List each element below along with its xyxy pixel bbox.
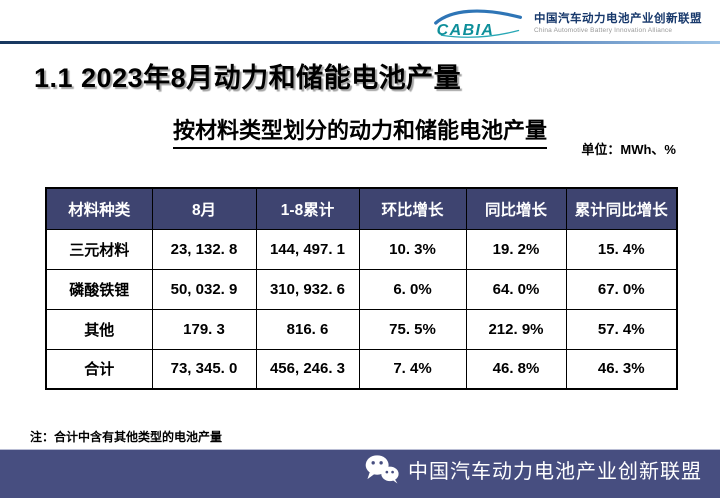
footer-bar: 中国汽车动力电池产业创新联盟 bbox=[0, 449, 720, 498]
table-header-row: 材料种类 8月 1-8累计 环比增长 同比增长 累计同比增长 bbox=[45, 187, 678, 230]
page-title: 1.1 2023年8月动力和储能电池产量 bbox=[34, 63, 462, 93]
column-header-yoy-growth: 同比增长 bbox=[465, 187, 567, 230]
table-cell: 73, 345. 0 bbox=[151, 348, 257, 390]
footer-content: 中国汽车动力电池产业创新联盟 bbox=[364, 454, 702, 484]
table-cell: 合计 bbox=[45, 348, 153, 390]
table-row-other: 其他 179. 3 816. 6 75. 5% 212. 9% 57. 4% bbox=[45, 308, 678, 350]
svg-text:CABIA: CABIA bbox=[437, 22, 495, 39]
table-cell: 212. 9% bbox=[465, 308, 567, 350]
table-row-ternary: 三元材料 23, 132. 8 144, 497. 1 10. 3% 19. 2… bbox=[45, 228, 678, 270]
header-divider-line bbox=[0, 41, 720, 44]
table-cell: 179. 3 bbox=[151, 308, 257, 350]
column-header-cumulative: 1-8累计 bbox=[255, 187, 360, 230]
column-header-cum-yoy-growth: 累计同比增长 bbox=[565, 187, 678, 230]
table-cell: 三元材料 bbox=[45, 228, 153, 270]
table-cell: 46. 8% bbox=[465, 348, 567, 390]
table-cell: 15. 4% bbox=[565, 228, 678, 270]
table-cell: 其他 bbox=[45, 308, 153, 350]
column-header-august: 8月 bbox=[151, 187, 257, 230]
table-row-total: 合计 73, 345. 0 456, 246. 3 7. 4% 46. 8% 4… bbox=[45, 348, 678, 390]
wechat-icon bbox=[365, 455, 399, 484]
table-caption: 按材料类型划分的动力和储能电池产量 bbox=[172, 113, 547, 149]
footer-org-name: 中国汽车动力电池产业创新联盟 bbox=[408, 460, 702, 483]
table-cell: 7. 4% bbox=[358, 348, 467, 390]
table-cell: 57. 4% bbox=[565, 308, 678, 350]
table-cell: 19. 2% bbox=[465, 228, 567, 270]
table-cell: 75. 5% bbox=[358, 308, 467, 350]
table-cell: 10. 3% bbox=[358, 228, 467, 270]
header-org-text: 中国汽车动力电池产业创新联盟 China Automotive Battery … bbox=[534, 12, 702, 33]
table-cell: 816. 6 bbox=[255, 308, 360, 350]
column-header-mom-growth: 环比增长 bbox=[358, 187, 467, 230]
table-cell: 23, 132. 8 bbox=[151, 228, 257, 270]
unit-label: 单位：MWh、% bbox=[581, 142, 676, 157]
cabia-logo-icon: CABIA bbox=[434, 9, 523, 39]
table-cell: 64. 0% bbox=[465, 268, 567, 310]
column-header-material: 材料种类 bbox=[45, 187, 153, 230]
production-table: 材料种类 8月 1-8累计 环比增长 同比增长 累计同比增长 三元材料 23, … bbox=[45, 187, 678, 390]
subtitle-row: 按材料类型划分的动力和储能电池产量 bbox=[0, 113, 720, 149]
header-org-name-en: China Automotive Battery Innovation Alli… bbox=[534, 26, 673, 34]
header-org-name-cn: 中国汽车动力电池产业创新联盟 bbox=[534, 13, 702, 26]
table-cell: 456, 246. 3 bbox=[255, 348, 360, 390]
table-cell: 6. 0% bbox=[358, 268, 467, 310]
header-logo-block: CABIA 中国汽车动力电池产业创新联盟 China Automotive Ba… bbox=[431, 7, 702, 39]
table-row-lfp: 磷酸铁锂 50, 032. 9 310, 932. 6 6. 0% 64. 0%… bbox=[45, 268, 678, 310]
table-cell: 310, 932. 6 bbox=[255, 268, 360, 310]
table-cell: 磷酸铁锂 bbox=[45, 268, 153, 310]
table-cell: 67. 0% bbox=[565, 268, 678, 310]
table-cell: 46. 3% bbox=[565, 348, 678, 390]
table-cell: 144, 497. 1 bbox=[255, 228, 360, 270]
footnote: 注：合计中含有其他类型的电池产量 bbox=[30, 430, 223, 444]
table-cell: 50, 032. 9 bbox=[151, 268, 257, 310]
